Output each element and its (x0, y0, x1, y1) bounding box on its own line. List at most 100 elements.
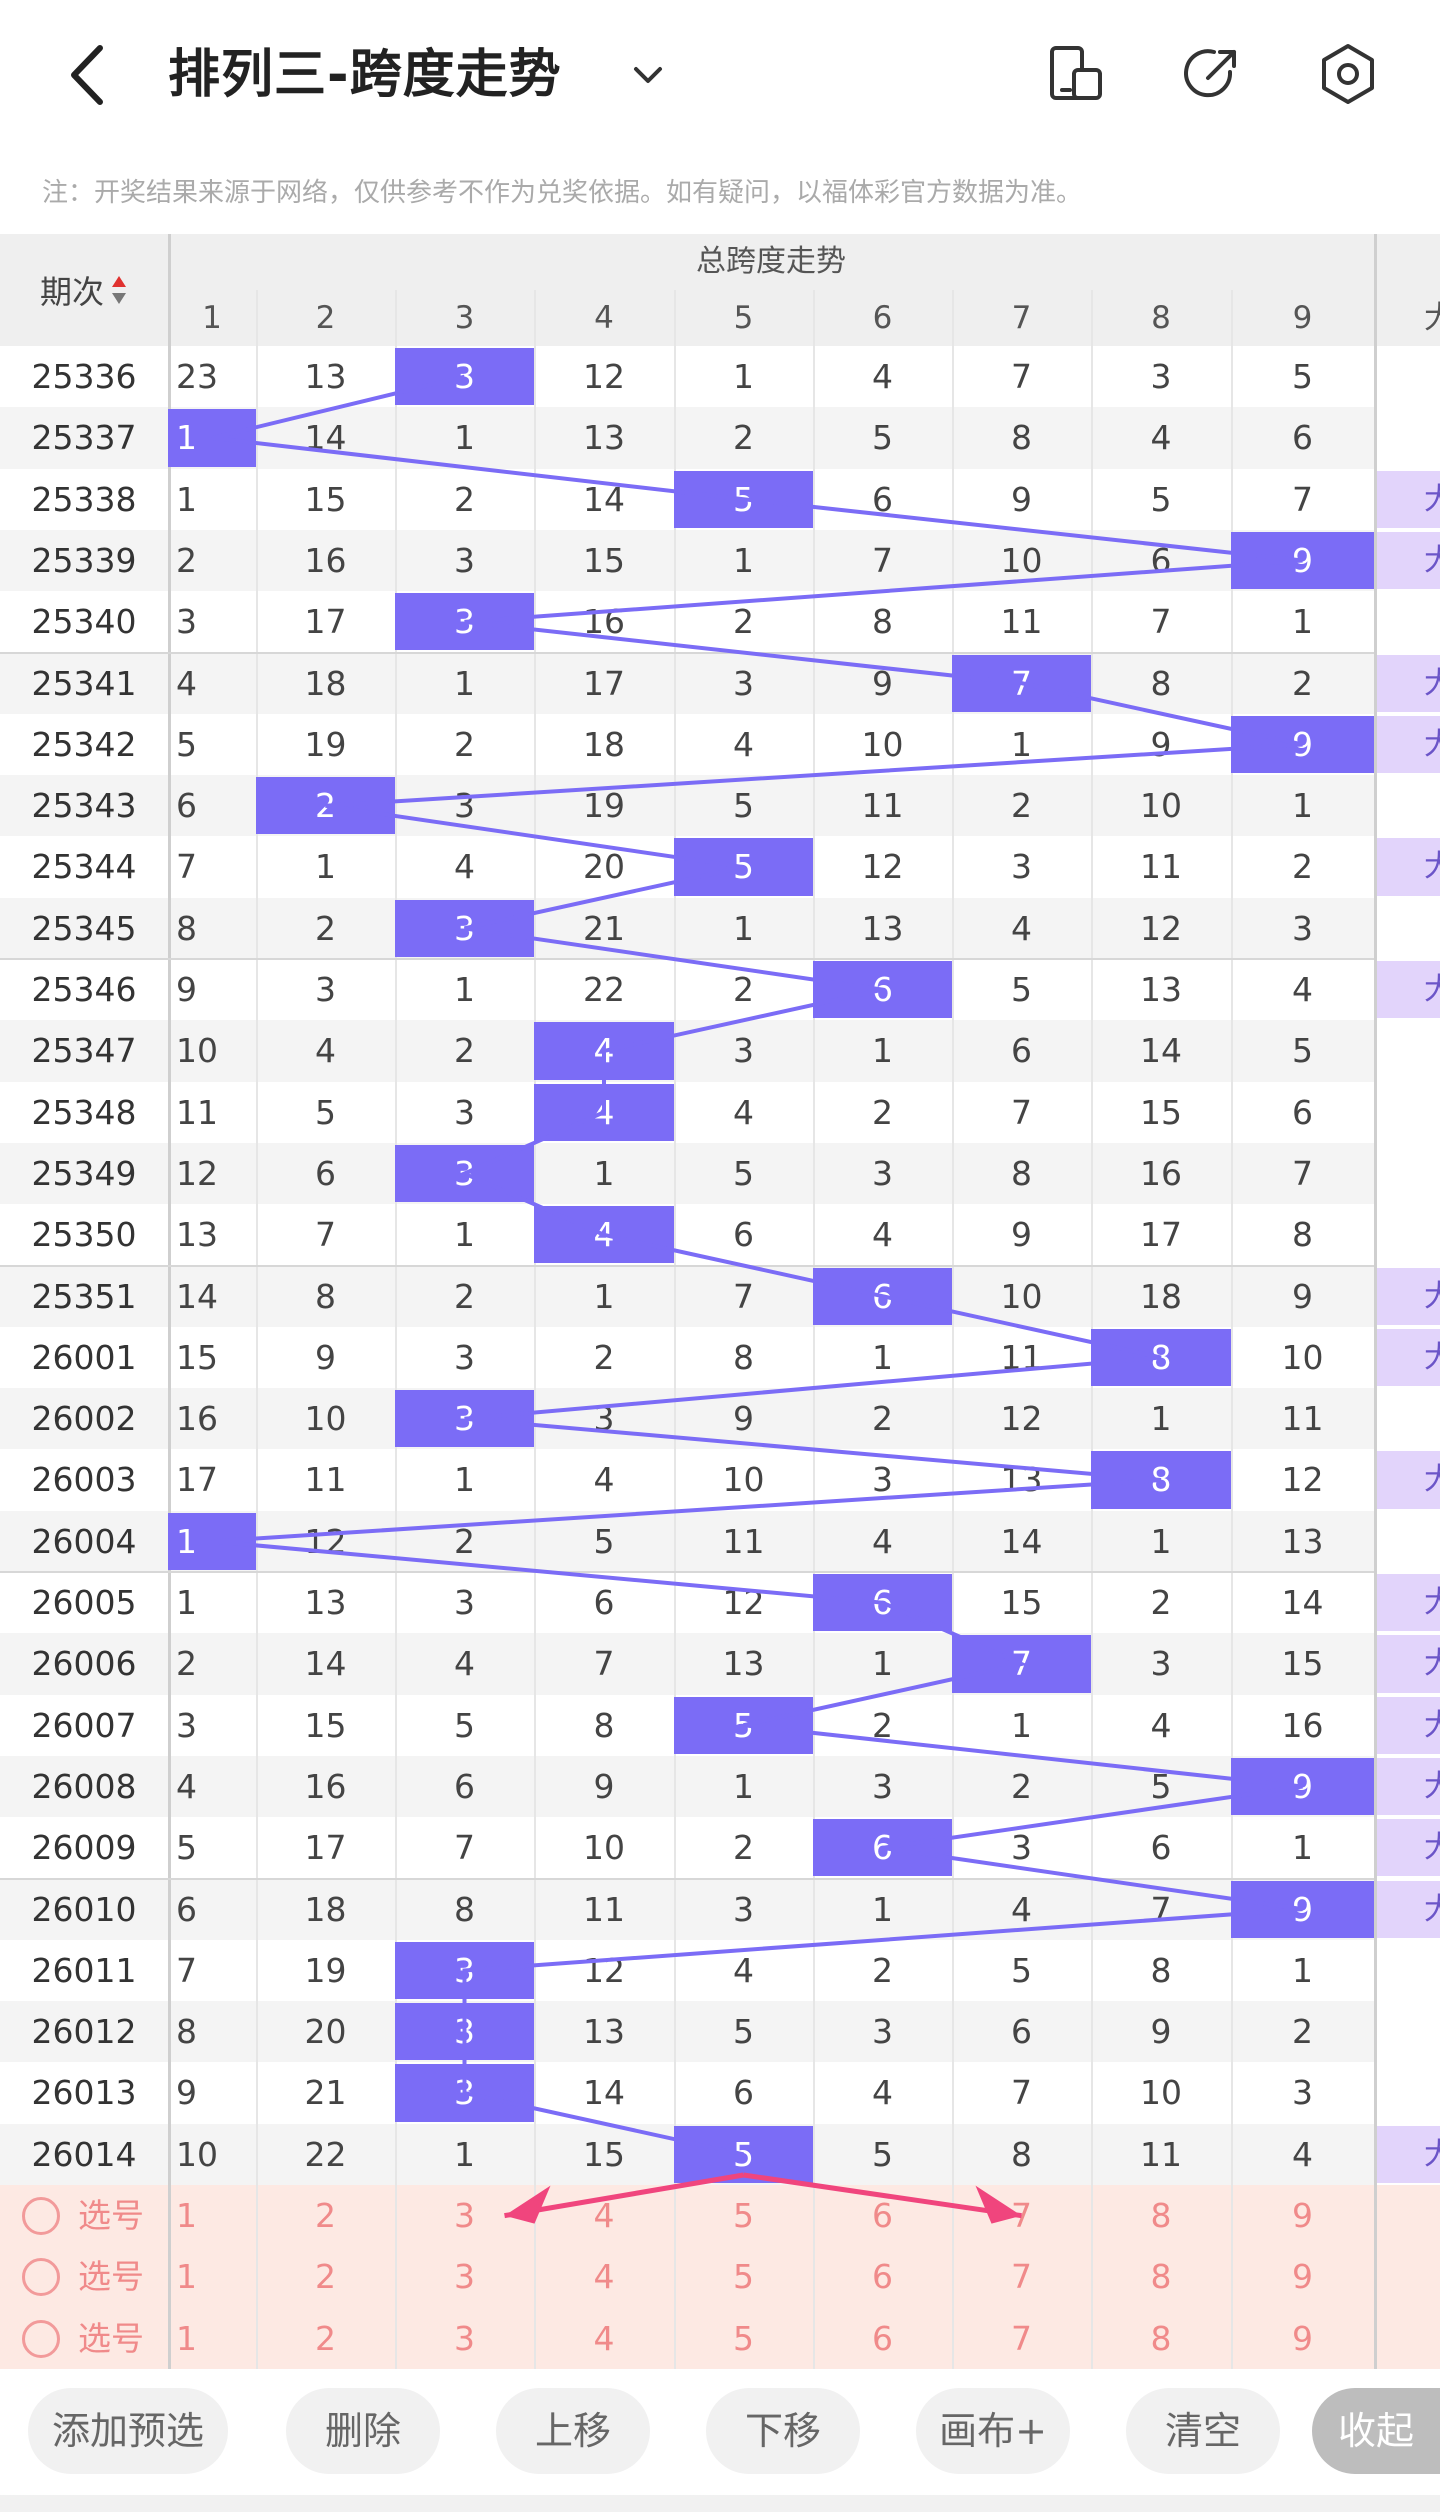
move-up-button[interactable]: 上移 (496, 2388, 650, 2474)
extra-column-text: 大 (1424, 849, 1440, 885)
omission-cell: 18 (304, 663, 347, 703)
omission-cell: 2 (733, 970, 754, 1009)
omission-cell: 3 (872, 2012, 893, 2052)
select-number-cell[interactable]: 6 (872, 2196, 893, 2235)
omission-cell: 3 (454, 1337, 475, 1377)
omission-cell: 4 (315, 1031, 336, 1071)
select-number-cell[interactable]: 8 (1150, 2318, 1172, 2358)
period-number: 25336 (31, 357, 137, 396)
omission-cell: 5 (1150, 1766, 1172, 1806)
omission-cell: 6 (1150, 540, 1172, 580)
period-number: 26007 (31, 1705, 137, 1745)
select-number-cell[interactable]: 7 (1011, 2196, 1032, 2235)
select-number-cell[interactable]: 7 (1011, 2257, 1032, 2297)
omission-cell: 1 (1011, 724, 1032, 764)
extra-column-cell (1374, 1084, 1440, 1141)
delete-button[interactable]: 删除 (286, 2388, 440, 2474)
omission-cell: 11 (1140, 2134, 1182, 2174)
select-number-cell[interactable]: 2 (315, 2318, 336, 2358)
select-radio[interactable] (22, 2319, 60, 2358)
omission-cell: 13 (1281, 1521, 1324, 1561)
select-number-cell[interactable]: 1 (176, 2196, 197, 2235)
select-number-cell[interactable]: 8 (1150, 2196, 1172, 2235)
move-down-button[interactable]: 下移 (706, 2388, 860, 2474)
period-number: 25337 (31, 418, 137, 458)
select-number-cell[interactable]: 8 (1150, 2257, 1172, 2297)
group-divider (0, 1571, 1374, 1573)
settings-icon[interactable] (1316, 42, 1380, 106)
omission-cell: 3 (176, 602, 197, 642)
omission-cell: 2 (454, 479, 475, 519)
select-row-label[interactable]: 选号 (78, 2318, 144, 2358)
chevron-down-icon[interactable] (628, 55, 668, 95)
omission-cell: 3 (1011, 1828, 1032, 1868)
omission-cell: 13 (304, 357, 347, 396)
span-hit-cell: 1 (168, 409, 256, 467)
select-radio[interactable] (22, 2197, 60, 2235)
extra-column-cell (1374, 1819, 1440, 1877)
extra-column-cell (1374, 1022, 1440, 1079)
select-number-cell[interactable]: 4 (593, 2196, 615, 2235)
select-number-cell[interactable]: 3 (454, 2257, 475, 2297)
omission-cell: 8 (176, 908, 197, 948)
extra-column-cell (1374, 1267, 1440, 1325)
clear-button[interactable]: 清空 (1126, 2388, 1280, 2474)
omission-cell: 4 (176, 1766, 197, 1806)
omission-cell: 17 (304, 1828, 347, 1868)
select-number-cell[interactable]: 2 (315, 2196, 336, 2235)
select-number-cell[interactable]: 5 (733, 2257, 754, 2297)
omission-cell: 6 (1011, 1031, 1032, 1071)
omission-cell: 10 (583, 1828, 625, 1868)
select-number-cell[interactable]: 7 (1011, 2318, 1032, 2358)
extra-column-text: 大 (1424, 1585, 1440, 1620)
omission-cell: 8 (1150, 663, 1172, 703)
add-preselect-button[interactable]: 添加预选 (28, 2388, 228, 2474)
omission-cell: 3 (176, 1705, 197, 1745)
omission-cell: 7 (1150, 1889, 1172, 1929)
phone-layout-icon[interactable] (1044, 42, 1108, 106)
sort-icon[interactable] (110, 273, 128, 307)
period-number: 26001 (31, 1337, 137, 1377)
select-number-cell[interactable]: 5 (733, 2318, 754, 2358)
select-number-cell[interactable]: 2 (315, 2257, 336, 2297)
select-number-cell[interactable]: 3 (454, 2196, 475, 2235)
select-number-cell[interactable]: 1 (176, 2257, 197, 2297)
extra-column-cell (1374, 409, 1440, 466)
header-band (168, 290, 1440, 346)
omission-cell: 11 (1000, 602, 1043, 642)
span-hit-cell: 3 (395, 1144, 534, 1203)
omission-cell: 13 (722, 1644, 765, 1684)
omission-cell: 2 (1011, 1766, 1032, 1806)
omission-cell: 10 (1281, 1337, 1324, 1377)
period-number: 25338 (31, 479, 137, 519)
select-row-label[interactable]: 选号 (78, 2196, 144, 2235)
omission-cell: 1 (1292, 786, 1313, 826)
period-number: 25340 (31, 602, 137, 642)
select-number-cell[interactable]: 9 (1292, 2318, 1313, 2358)
omission-cell: 20 (583, 847, 625, 887)
span-hit-cell: 5 (674, 2125, 813, 2183)
select-number-cell[interactable]: 4 (593, 2257, 615, 2297)
select-number-cell[interactable]: 9 (1292, 2257, 1313, 2297)
select-number-cell[interactable]: 5 (733, 2196, 754, 2235)
extra-column-cell (1374, 961, 1440, 1019)
select-number-cell[interactable]: 1 (176, 2318, 197, 2358)
omission-cell: 12 (1281, 1460, 1324, 1500)
omission-cell: 5 (1292, 357, 1313, 396)
canvas-plus-button[interactable]: 画布+ (916, 2388, 1070, 2474)
select-number-cell[interactable]: 9 (1292, 2196, 1313, 2235)
period-header[interactable]: 期次 (0, 234, 168, 346)
select-row-label[interactable]: 选号 (78, 2257, 144, 2297)
select-number-cell[interactable]: 4 (593, 2318, 615, 2358)
collapse-button[interactable]: 收起 (1312, 2388, 1440, 2474)
omission-cell: 1 (1011, 1705, 1032, 1745)
select-number-cell[interactable]: 6 (872, 2257, 893, 2297)
select-number-cell[interactable]: 6 (872, 2318, 893, 2358)
share-icon[interactable] (1180, 42, 1244, 106)
back-arrow-icon[interactable] (60, 40, 120, 110)
omission-cell: 19 (304, 1950, 347, 1990)
select-radio[interactable] (22, 2258, 60, 2297)
page-title[interactable]: 排列三-跨度走势 (168, 45, 562, 105)
select-number-cell[interactable]: 3 (454, 2318, 475, 2358)
period-number: 26009 (31, 1828, 137, 1868)
